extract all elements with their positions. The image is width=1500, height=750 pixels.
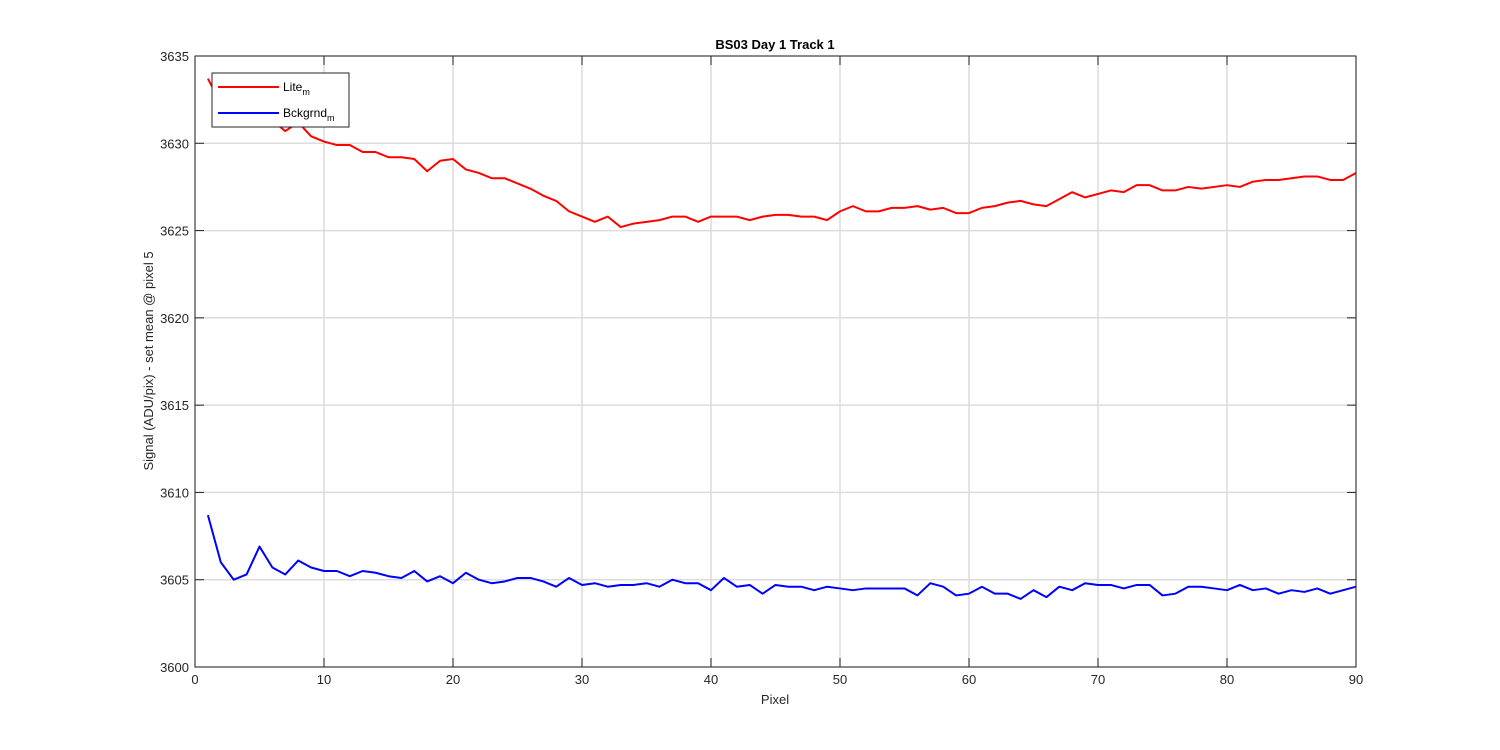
x-tick-label: 50 (833, 672, 847, 687)
chart-title: BS03 Day 1 Track 1 (715, 37, 834, 52)
plot-area (195, 56, 1356, 667)
plot-frame (194, 55, 1357, 668)
legend-label-bckgrnd: Bckgrndm (283, 106, 335, 123)
y-tick-label: 3635 (160, 49, 189, 64)
y-tick-label: 3630 (160, 136, 189, 151)
series-lines (206, 78, 1357, 600)
series-line-bckgrnd (206, 514, 1357, 600)
legend: Litem Bckgrndm (211, 72, 350, 128)
y-tick-label: 3610 (160, 485, 189, 500)
ticks: 0 10 20 30 40 50 60 70 80 90 3600 3605 3610 3615 3620 3… (160, 49, 1363, 687)
y-tick-label: 3625 (160, 224, 189, 239)
x-tick-label: 70 (1091, 672, 1105, 687)
x-tick-label: 80 (1220, 672, 1234, 687)
x-tick-label: 40 (704, 672, 718, 687)
x-tick-label: 60 (962, 672, 976, 687)
x-tick-label: 90 (1349, 672, 1363, 687)
y-tick-label: 3615 (160, 398, 189, 413)
x-tick-label: 20 (446, 672, 460, 687)
legend-box (211, 72, 350, 128)
y-axis-label: Signal (ADU/pix) - set mean @ pixel 5 (141, 251, 156, 470)
y-tick-label: 3605 (160, 573, 189, 588)
y-tick-label: 3600 (160, 660, 189, 675)
x-axis-label: Pixel (761, 692, 789, 707)
series-line-lite (207, 78, 1357, 229)
legend-label-lite: Litem (283, 80, 310, 97)
x-tick-label: 10 (317, 672, 331, 687)
x-tick-label: 30 (575, 672, 589, 687)
x-tick-label: 0 (191, 672, 198, 687)
y-tick-label: 3620 (160, 311, 189, 326)
